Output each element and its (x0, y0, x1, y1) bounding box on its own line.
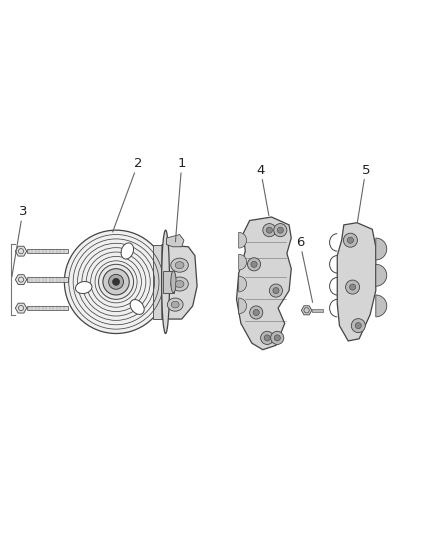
Polygon shape (15, 303, 27, 313)
Circle shape (103, 269, 129, 295)
Circle shape (251, 261, 257, 268)
Circle shape (264, 335, 270, 341)
Polygon shape (166, 235, 184, 247)
Ellipse shape (167, 298, 183, 311)
Wedge shape (239, 232, 247, 248)
Circle shape (253, 310, 259, 316)
Ellipse shape (171, 258, 188, 272)
Circle shape (261, 332, 274, 344)
Bar (153, 245, 164, 319)
Bar (27, 249, 68, 253)
Text: 5: 5 (357, 164, 370, 222)
Bar (27, 306, 68, 310)
Circle shape (274, 223, 287, 237)
Ellipse shape (175, 280, 184, 287)
Ellipse shape (130, 300, 144, 314)
Bar (312, 309, 323, 312)
Wedge shape (239, 254, 247, 270)
Circle shape (109, 274, 124, 289)
Circle shape (346, 280, 360, 294)
Polygon shape (162, 245, 197, 319)
Polygon shape (301, 306, 312, 315)
Wedge shape (376, 238, 387, 260)
Circle shape (273, 287, 279, 294)
Circle shape (343, 233, 357, 247)
Circle shape (64, 230, 168, 334)
Ellipse shape (121, 243, 134, 259)
Bar (163, 271, 174, 293)
Polygon shape (15, 246, 27, 256)
Polygon shape (15, 274, 27, 285)
Circle shape (266, 227, 272, 233)
Bar (27, 278, 68, 282)
Circle shape (277, 227, 283, 233)
Circle shape (113, 278, 120, 285)
Text: 2: 2 (113, 157, 142, 232)
Wedge shape (239, 276, 247, 292)
Circle shape (350, 284, 356, 290)
Ellipse shape (171, 301, 179, 308)
Polygon shape (237, 217, 291, 350)
Circle shape (247, 258, 261, 271)
Circle shape (271, 332, 284, 344)
Circle shape (351, 319, 365, 333)
Text: 1: 1 (176, 157, 186, 242)
Ellipse shape (75, 281, 92, 294)
Circle shape (250, 306, 263, 319)
Text: 4: 4 (256, 164, 269, 215)
Ellipse shape (171, 271, 176, 293)
Ellipse shape (175, 262, 184, 269)
Wedge shape (239, 298, 247, 314)
Wedge shape (376, 264, 387, 286)
Ellipse shape (162, 230, 170, 334)
Circle shape (263, 223, 276, 237)
Circle shape (269, 284, 283, 297)
Circle shape (274, 335, 280, 341)
Text: 6: 6 (296, 236, 313, 302)
Wedge shape (376, 295, 387, 317)
Circle shape (347, 237, 353, 243)
Polygon shape (337, 223, 376, 341)
Circle shape (355, 322, 361, 329)
Text: 3: 3 (12, 205, 27, 277)
Circle shape (99, 264, 134, 300)
Ellipse shape (171, 277, 188, 291)
